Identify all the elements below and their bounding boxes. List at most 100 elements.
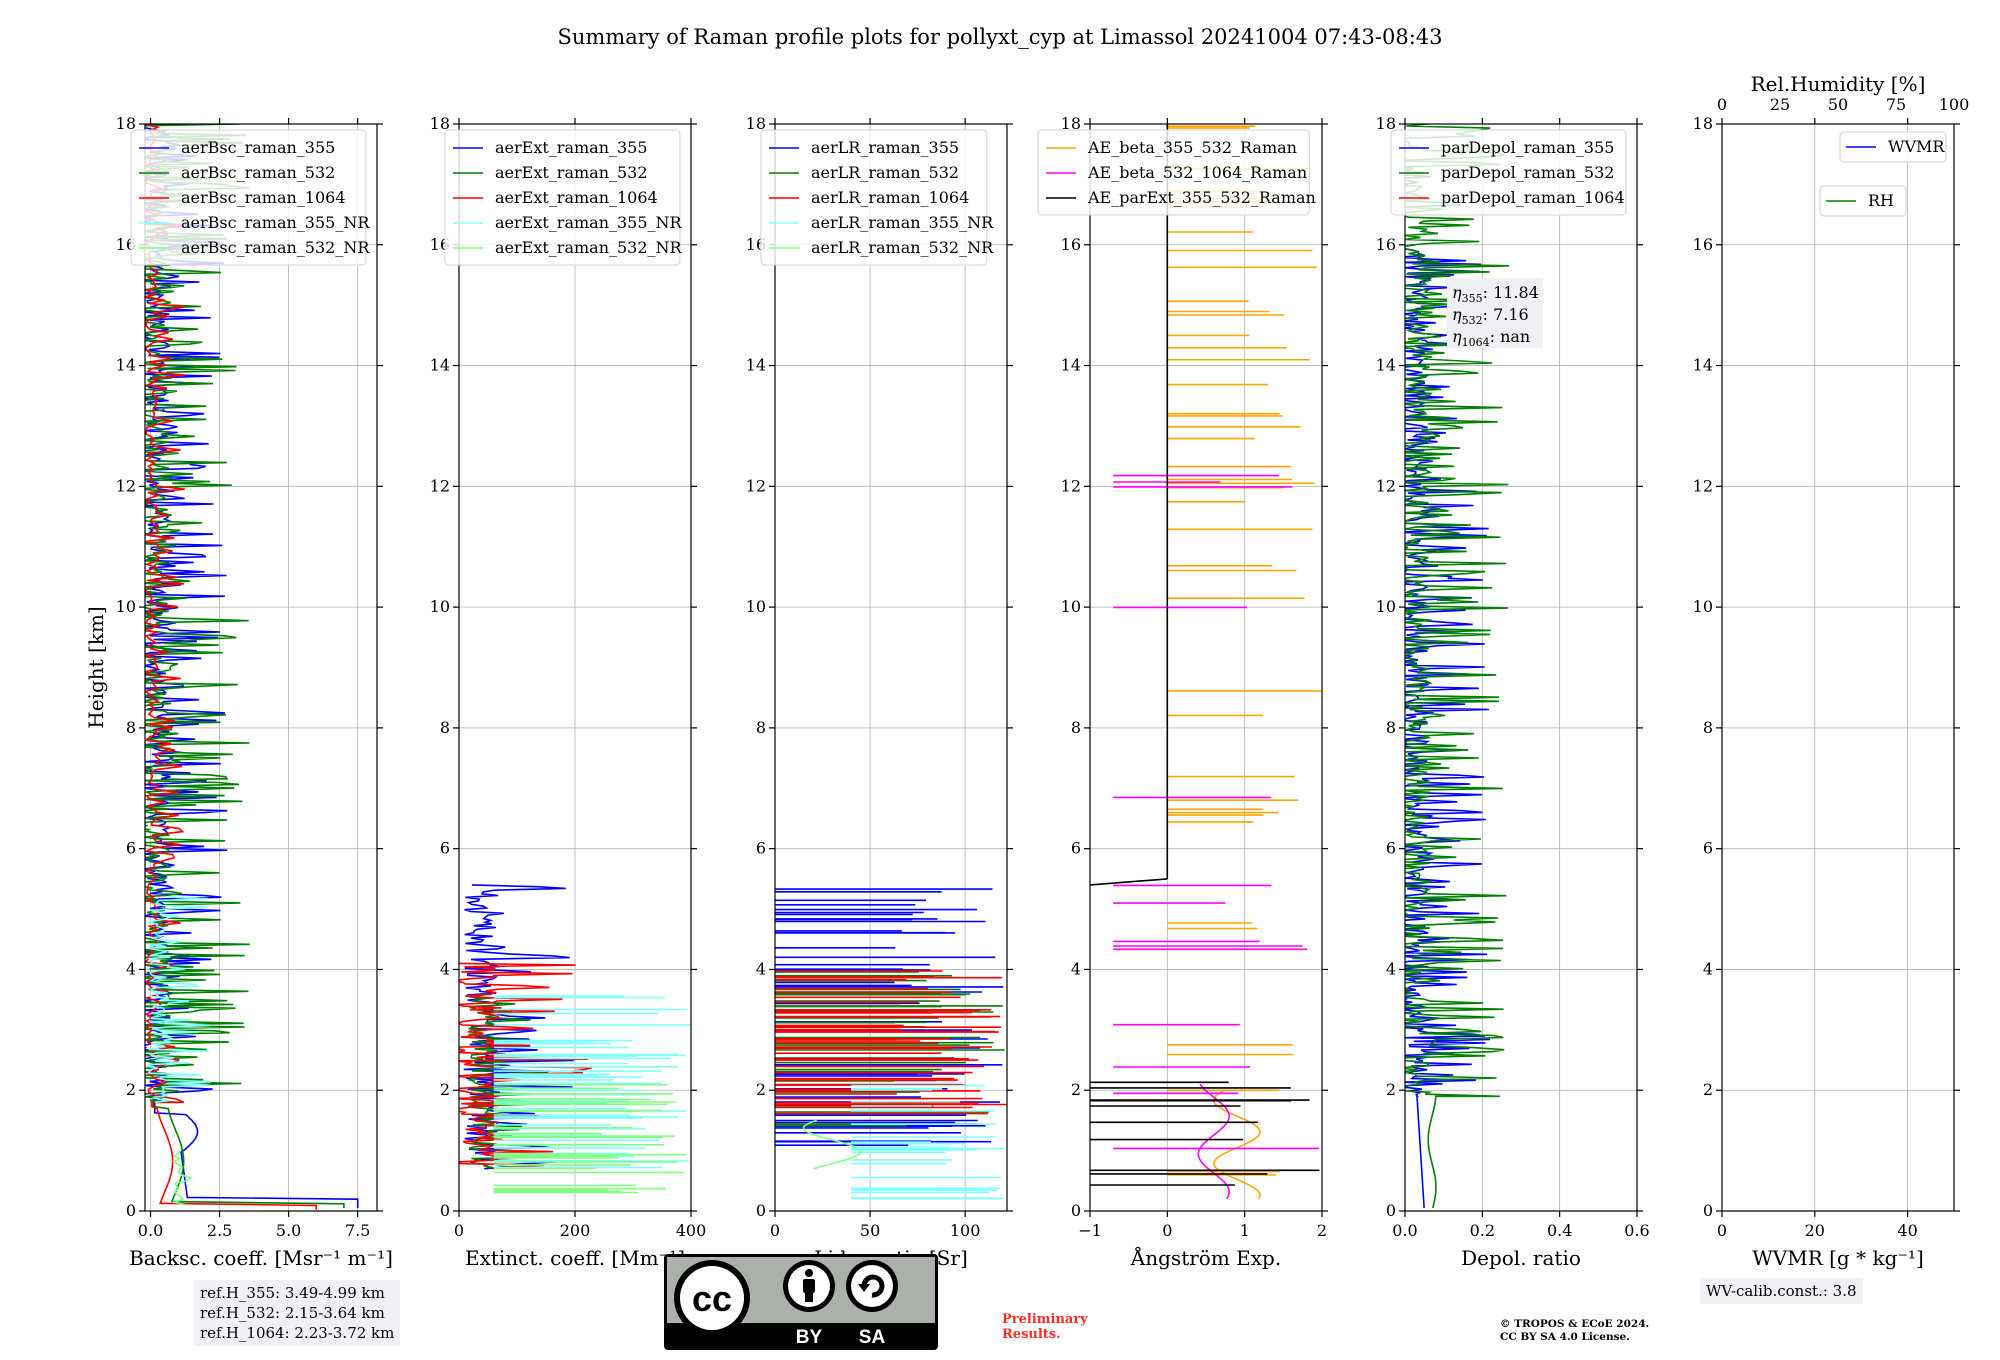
legend-frame [1390,129,1627,216]
eta-line: η355: 11.84 [1452,283,1539,305]
ytick-label: 8 [440,718,450,737]
xtick-label: 7.5 [345,1221,370,1240]
ref-height-box: ref.H_355: 3.49-4.99 km ref.H_532: 2.15-… [194,1280,401,1346]
copyright-note: © TROPOS & ECoE 2024. CC BY SA 4.0 Licen… [1500,1318,1649,1344]
legend: aerBsc_raman_355 aerBsc_raman_532 aerBsc_r… [130,129,370,266]
xtick-label: 0.4 [1547,1221,1572,1240]
legend-frame [1037,129,1310,216]
legend-wvmr: WVMR [1839,131,1947,163]
axes-frame [1721,123,1955,1212]
legend-frame [130,129,367,266]
wv-calib-const: WV-calib.const.: 3.8 [1706,1282,1857,1300]
ytick-label: 10 [1376,597,1396,616]
ytick-label: 2 [1386,1080,1396,1099]
wv-calib-box: WV-calib.const.: 3.8 [1700,1278,1863,1304]
ytick-label: 0 [1071,1201,1081,1220]
ytick-label: 4 [756,959,766,978]
cc-icon: cc [674,1260,750,1336]
legend-entry: parDepol_raman_532 [1441,163,1614,182]
ytick-label: 2 [1703,1080,1713,1099]
ref-height-1064: ref.H_1064: 2.23-3.72 km [200,1324,395,1342]
ytick-label: 14 [1693,356,1713,375]
legend-entry: AE_beta_532_1064_Raman [1087,163,1307,182]
legend-entry: aerBsc_raman_532 [181,163,335,182]
ytick-label: 14 [1376,356,1396,375]
legend-entry: aerLR_raman_355_NR [811,213,994,232]
legend-entry: parDepol_raman_1064 [1441,188,1625,207]
legend-rh: RH [1819,185,1907,217]
legend-entry: aerExt_raman_355_NR [495,213,683,232]
xtick-label: 0 [1162,1221,1172,1240]
x-axis-label: Ångström Exp. [1130,1245,1281,1270]
x2tick-label: 50 [1828,95,1848,114]
ytick-label: 8 [1386,718,1396,737]
xtick-label: 0.0 [138,1221,163,1240]
ytick-label: 6 [440,839,450,858]
ytick-label: 10 [430,597,450,616]
x2tick-label: 0 [1717,95,1727,114]
axes-frame [1089,123,1323,1212]
x-axis-label: Backsc. coeff. [Msr⁻¹ m⁻¹] [129,1246,393,1270]
ytick-label: 8 [1071,718,1081,737]
x2tick-label: 100 [1939,95,1970,114]
figure-title: Summary of Raman profile plots for polly… [557,25,1442,49]
ytick-label: 2 [126,1080,136,1099]
ytick-label: 0 [440,1201,450,1220]
ytick-label: 0 [1703,1201,1713,1220]
preliminary-line-1: Preliminary [1002,1312,1088,1327]
ytick-label: 18 [1376,114,1396,133]
ytick-label: 16 [1376,235,1396,254]
ytick-label: 14 [430,356,450,375]
preliminary-line-2: Results. [1002,1327,1061,1342]
legend-entry: aerBsc_raman_355_NR [181,213,370,232]
legend-entry: aerExt_raman_355 [495,138,648,157]
series-group [775,888,1007,1200]
ytick-label: 8 [126,718,136,737]
sa-icon [846,1260,898,1312]
legend-entry: AE_beta_355_532_Raman [1087,138,1297,157]
ref-height-355: ref.H_355: 3.49-4.99 km [200,1284,385,1302]
legend-frame [1819,185,1907,217]
ytick-label: 18 [116,114,136,133]
by-label: BY [796,1327,823,1348]
legend: aerExt_raman_355 aerExt_raman_532 aerExt_r… [444,129,683,266]
ytick-label: 4 [440,959,450,978]
ytick-label: 4 [1386,959,1396,978]
series-line-AE_parExt_355_532_Raman [1090,878,1168,886]
axes-frame [1404,123,1638,1212]
ytick-label: 6 [126,839,136,858]
panel-depol: 0 2 4 6 8 10 12 14 16 18 0.0 0.2 0.4 0.6 Depol. ratio p… [1376,114,1650,1270]
legend-entry: aerBsc_raman_1064 [181,188,346,207]
legend-entry: aerLR_raman_355 [811,138,959,157]
legend-entry: aerExt_raman_532 [495,163,648,182]
ref-height-532: ref.H_532: 2.15-3.64 km [200,1304,385,1322]
series-line-aerBsc_raman_1064 [145,124,317,1210]
x2tick-label: 75 [1886,95,1906,114]
xtick-label: 20 [1805,1221,1825,1240]
ytick-label: 18 [430,114,450,133]
preliminary-note: Preliminary Results. [1002,1312,1088,1342]
ytick-label: 10 [1061,597,1081,616]
xtick-label: 1 [1240,1221,1250,1240]
x2-axis-label: Rel.Humidity [%] [1751,72,1926,96]
legend-entry: aerBsc_raman_532_NR [181,238,370,257]
legend-entry: aerExt_raman_1064 [495,188,658,207]
cc-label: cc [692,1278,732,1319]
ytick-label: 12 [116,476,136,495]
xtick-label: 0.2 [1470,1221,1495,1240]
ytick-label: 18 [746,114,766,133]
ytick-label: 2 [440,1080,450,1099]
legend-frame [1839,131,1947,163]
ytick-label: 16 [1693,235,1713,254]
panel-lr: 024681012141618050100Lidar ratio [Sr]aer… [746,114,1013,1270]
eta-line: η1064: nan [1452,327,1530,349]
legend-entry: aerLR_raman_532 [811,163,959,182]
ytick-label: 8 [756,718,766,737]
axes-frame [144,123,378,1212]
ytick-label: 14 [1061,356,1081,375]
